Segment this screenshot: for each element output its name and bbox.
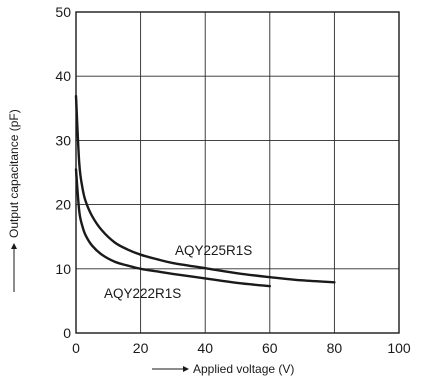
plot-frame: [75, 11, 400, 334]
x-axis-title: Applied voltage (V): [152, 362, 294, 376]
series-line-1: [74, 168, 271, 288]
y-axis-label: Output capacitance (pF): [7, 109, 21, 238]
y-tick-label: 40: [55, 68, 71, 84]
x-tick-label: 100: [387, 340, 411, 356]
y-tick-label: 10: [55, 261, 71, 277]
y-axis-arrow-head: [11, 243, 17, 249]
y-tick-label: 50: [55, 4, 71, 20]
x-tick-label: 80: [327, 340, 343, 356]
y-tick-label: 20: [55, 197, 71, 213]
tick-labels: 0 20 40 60 80 100 0 10 20 30 40 50: [55, 4, 410, 356]
x-tick-label: 20: [133, 340, 149, 356]
x-axis-label: Applied voltage (V): [193, 362, 294, 376]
x-tick-label: 40: [197, 340, 213, 356]
y-tick-label: 30: [55, 132, 71, 148]
x-axis-arrow-head: [183, 366, 189, 372]
series-label-aqy225r1s: AQY225R1S: [175, 243, 252, 258]
grid: [76, 12, 399, 333]
y-axis-title: Output capacitance (pF): [7, 109, 21, 292]
x-tick-label: 0: [72, 340, 80, 356]
x-tick-label: 60: [262, 340, 278, 356]
series-label-aqy222r1s: AQY222R1S: [104, 286, 181, 301]
curves: [74, 94, 336, 288]
series-labels: AQY225R1S AQY222R1S: [104, 243, 252, 301]
series-line-0: [74, 94, 336, 284]
y-tick-label: 0: [63, 325, 71, 341]
